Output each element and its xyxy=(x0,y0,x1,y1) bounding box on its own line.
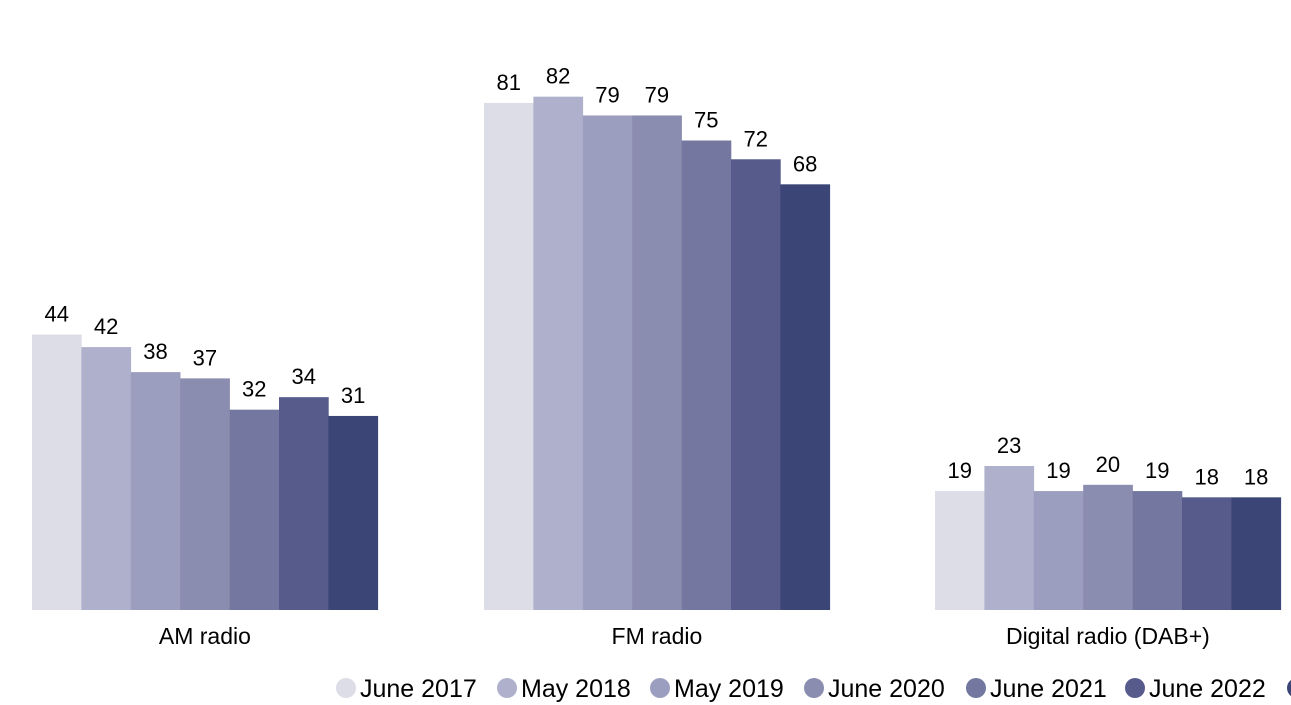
data-label-0-3: 37 xyxy=(193,345,217,370)
data-label-2-5: 18 xyxy=(1194,464,1218,489)
data-label-2-2: 19 xyxy=(1046,458,1070,483)
category-label-1: FM radio xyxy=(612,623,703,649)
legend-marker-6 xyxy=(1287,680,1291,696)
legend-label-0: June 2017 xyxy=(360,675,477,703)
legend-label-3: June 2020 xyxy=(828,675,945,703)
data-label-0-0: 44 xyxy=(44,302,68,327)
data-label-0-4: 32 xyxy=(242,377,266,402)
bar-1-2 xyxy=(582,115,633,611)
category-label-2: Digital radio (DAB+) xyxy=(1006,623,1210,649)
data-label-1-3: 79 xyxy=(645,82,669,107)
bars-group xyxy=(32,96,1282,611)
bar-0-4 xyxy=(229,409,280,610)
legend: June 2017 May 2018 May 2019 June 2020 June 2… xyxy=(336,675,1291,703)
bar-2-2 xyxy=(1033,491,1084,610)
bar-1-3 xyxy=(632,115,682,611)
data-label-1-1: 82 xyxy=(546,64,570,89)
bar-2-6 xyxy=(1231,497,1282,610)
bar-0-3 xyxy=(180,378,230,610)
bar-1-1 xyxy=(533,96,584,611)
data-label-0-5: 34 xyxy=(291,364,315,389)
bar-1-6 xyxy=(780,184,831,610)
data-label-2-1: 23 xyxy=(997,433,1021,458)
data-label-2-3: 20 xyxy=(1096,452,1120,477)
legend-label-2: May 2019 xyxy=(674,675,784,703)
category-label-0: AM radio xyxy=(159,623,251,649)
data-label-0-6: 31 xyxy=(341,383,365,408)
legend-marker-2 xyxy=(650,678,670,698)
legend-label-1: May 2018 xyxy=(521,675,631,703)
bar-0-6 xyxy=(328,415,379,610)
data-label-0-1: 42 xyxy=(94,314,118,339)
legend-marker-4 xyxy=(966,678,986,698)
data-label-1-4: 75 xyxy=(694,108,718,133)
category-labels-group: AM radio FM radio Digital radio (DAB+) xyxy=(159,623,1210,649)
bar-2-0 xyxy=(935,491,985,610)
data-label-2-6: 18 xyxy=(1244,464,1268,489)
bar-2-5 xyxy=(1182,497,1232,610)
data-label-1-5: 72 xyxy=(743,126,767,151)
bar-1-5 xyxy=(731,159,781,610)
data-label-2-4: 19 xyxy=(1145,458,1169,483)
data-label-2-0: 19 xyxy=(947,458,971,483)
bar-0-2 xyxy=(130,372,181,610)
bar-2-3 xyxy=(1083,484,1133,610)
bar-2-4 xyxy=(1132,491,1183,610)
legend-marker-3 xyxy=(804,678,824,698)
data-label-0-2: 38 xyxy=(143,339,167,364)
legend-label-4: June 2021 xyxy=(990,675,1107,703)
bar-1-0 xyxy=(484,102,534,610)
legend-label-5: June 2022 xyxy=(1149,675,1266,703)
bar-0-0 xyxy=(32,334,82,610)
legend-marker-1 xyxy=(497,678,517,698)
legend-marker-5 xyxy=(1125,678,1145,698)
data-labels-group: 44 42 38 37 32 34 31 81 82 79 79 75 72 68 19 23 19 20 19 18… xyxy=(44,64,1268,490)
data-label-1-2: 79 xyxy=(595,82,619,107)
bar-0-1 xyxy=(81,347,132,610)
data-label-1-6: 68 xyxy=(793,151,817,176)
data-label-1-0: 81 xyxy=(496,70,520,95)
legend-marker-0 xyxy=(336,678,356,698)
bar-0-5 xyxy=(279,397,329,610)
bar-1-4 xyxy=(681,140,732,610)
bar-2-1 xyxy=(984,466,1035,610)
